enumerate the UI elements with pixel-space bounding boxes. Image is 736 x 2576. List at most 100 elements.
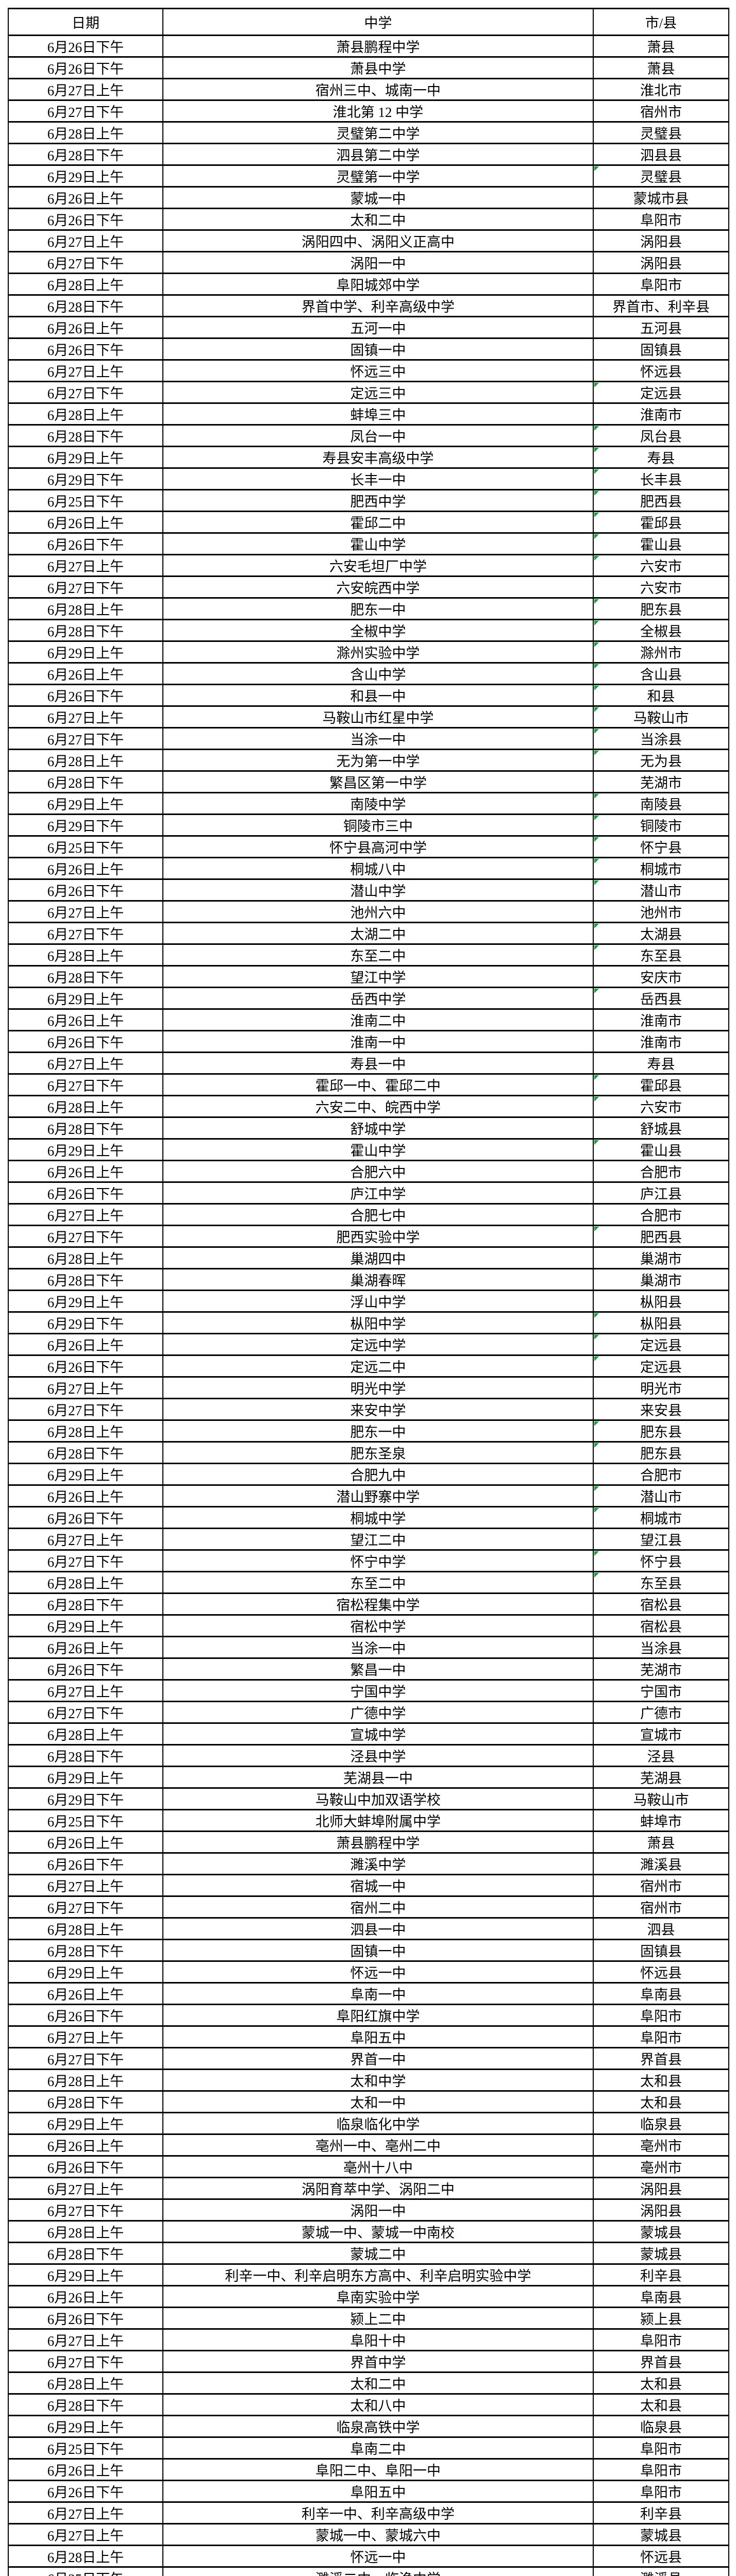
cell-corner-flag-icon — [594, 816, 599, 820]
table-row: 6月27日上午阜阳十中阜阳市 — [8, 2329, 729, 2351]
date-cell: 6月26日上午 — [8, 858, 163, 879]
region-cell: 全椒县 — [593, 620, 729, 641]
school-cell: 濉溪二中、临涣中学 — [163, 2567, 593, 2576]
date-cell: 6月29日上午 — [8, 2264, 163, 2286]
date-cell: 6月28日上午 — [8, 598, 163, 620]
school-cell: 亳州十八中 — [163, 2156, 593, 2178]
date-cell: 6月27日上午 — [8, 1377, 163, 1399]
school-cell: 利辛一中、利辛高级中学 — [163, 2502, 593, 2524]
date-cell: 6月28日上午 — [8, 2070, 163, 2091]
cell-corner-flag-icon — [594, 945, 599, 950]
date-cell: 6月26日上午 — [8, 1009, 163, 1031]
region-cell: 舒城县 — [593, 1117, 729, 1139]
table-row: 6月26日上午亳州一中、亳州二中亳州市 — [8, 2134, 729, 2156]
date-cell: 6月29日下午 — [8, 815, 163, 836]
school-cell: 宿城一中 — [163, 1875, 593, 1896]
table-row: 6月28日上午无为第一中学无为县 — [8, 750, 729, 771]
table-row: 6月26日下午萧县中学萧县 — [8, 57, 729, 79]
school-cell: 望江二中 — [163, 1529, 593, 1550]
region-cell: 蒙城市县 — [593, 187, 729, 209]
region-cell: 肥东县 — [593, 1442, 729, 1464]
table-row: 6月29日下午长丰一中长丰县 — [8, 468, 729, 490]
date-cell: 6月27日上午 — [8, 2026, 163, 2048]
region-header-cell: 市/县 — [593, 9, 729, 36]
region-cell: 阜阳市 — [593, 2459, 729, 2481]
school-cell: 界首中学、利辛高级中学 — [163, 295, 593, 317]
school-cell: 亳州一中、亳州二中 — [163, 2134, 593, 2156]
school-cell: 合肥九中 — [163, 1464, 593, 1485]
date-cell: 6月28日下午 — [8, 1442, 163, 1464]
table-row: 6月26日下午濉溪中学濉溪县 — [8, 1853, 729, 1875]
cell-corner-flag-icon — [594, 491, 599, 496]
school-cell: 铜陵市三中 — [163, 815, 593, 836]
table-row: 6月27日下午广德中学广德市 — [8, 1702, 729, 1723]
date-cell: 6月29日上午 — [8, 447, 163, 468]
table-row: 6月29日上午合肥九中合肥市 — [8, 1464, 729, 1485]
date-cell: 6月28日下午 — [8, 1594, 163, 1615]
date-cell: 6月29日上午 — [8, 1291, 163, 1312]
region-cell: 蚌埠市 — [593, 1810, 729, 1832]
date-cell: 6月29日下午 — [8, 468, 163, 490]
region-cell: 萧县 — [593, 57, 729, 79]
region-cell: 阜阳市 — [593, 2026, 729, 2048]
date-cell: 6月27日下午 — [8, 923, 163, 944]
region-cell: 阜阳市 — [593, 2481, 729, 2502]
region-cell: 合肥市 — [593, 1161, 729, 1182]
date-cell: 6月25日下午 — [8, 2437, 163, 2459]
table-row: 6月26日下午亳州十八中亳州市 — [8, 2156, 729, 2178]
region-cell: 明光市 — [593, 1377, 729, 1399]
region-cell: 亳州市 — [593, 2134, 729, 2156]
school-cell: 阜南二中 — [163, 2437, 593, 2459]
date-cell: 6月27日下午 — [8, 1226, 163, 1247]
school-cell: 霍邱二中 — [163, 512, 593, 533]
region-cell: 阜南县 — [593, 1983, 729, 2005]
region-cell: 临泉县 — [593, 2416, 729, 2437]
date-cell: 6月28日下午 — [8, 144, 163, 165]
school-cell: 淮南二中 — [163, 1009, 593, 1031]
table-row: 6月28日下午太和一中太和县 — [8, 2091, 729, 2113]
school-cell: 阜阳城郊中学 — [163, 274, 593, 295]
region-cell: 当涂县 — [593, 1637, 729, 1658]
table-row: 6月27日下午六安皖西中学六安市 — [8, 577, 729, 598]
date-cell: 6月27日上午 — [8, 2502, 163, 2524]
cell-corner-flag-icon — [594, 642, 599, 647]
table-row: 6月27日上午利辛一中、利辛高级中学利辛县 — [8, 2502, 729, 2524]
date-cell: 6月29日上午 — [8, 1464, 163, 1485]
school-cell: 萧县鹏程中学 — [163, 36, 593, 57]
region-cell: 寿县 — [593, 1053, 729, 1074]
region-cell: 固镇县 — [593, 338, 729, 360]
school-cell: 广德中学 — [163, 1702, 593, 1723]
school-cell: 繁昌区第一中学 — [163, 771, 593, 793]
school-cell: 怀宁县高河中学 — [163, 836, 593, 858]
date-cell: 6月28日上午 — [8, 122, 163, 144]
region-cell: 芜湖县 — [593, 1767, 729, 1788]
region-cell: 定远县 — [593, 1334, 729, 1355]
school-cell: 南陵中学 — [163, 793, 593, 815]
date-cell: 6月26日下午 — [8, 1507, 163, 1529]
school-cell: 肥西中学 — [163, 490, 593, 512]
cell-corner-flag-icon — [594, 794, 599, 799]
region-cell: 长丰县 — [593, 468, 729, 490]
region-cell: 巢湖市 — [593, 1247, 729, 1269]
school-cell: 寿县安丰高级中学 — [163, 447, 593, 468]
region-cell: 五河县 — [593, 317, 729, 338]
school-cell: 阜阳五中 — [163, 2481, 593, 2502]
school-cell: 当涂一中 — [163, 728, 593, 750]
region-cell: 泗县 — [593, 1918, 729, 1940]
table-row: 6月29日上午宿松中学宿松县 — [8, 1615, 729, 1637]
date-cell: 6月29日上午 — [8, 1767, 163, 1788]
date-cell: 6月28日上午 — [8, 1420, 163, 1442]
table-row: 6月28日上午阜阳城郊中学阜阳市 — [8, 274, 729, 295]
date-cell: 6月28日下午 — [8, 425, 163, 447]
region-cell: 南陵县 — [593, 793, 729, 815]
date-cell: 6月27日上午 — [8, 1204, 163, 1226]
table-row: 6月27日上午宁国中学宁国市 — [8, 1680, 729, 1702]
school-cell: 宁国中学 — [163, 1680, 593, 1702]
school-cell: 怀宁中学 — [163, 1550, 593, 1572]
cell-corner-flag-icon — [594, 1335, 599, 1340]
school-cell: 蒙城一中、蒙城六中 — [163, 2524, 593, 2546]
school-cell: 宿松中学 — [163, 1615, 593, 1637]
region-cell: 马鞍山市 — [593, 706, 729, 728]
date-cell: 6月28日上午 — [8, 2372, 163, 2394]
school-cell: 六安毛坦厂中学 — [163, 555, 593, 577]
